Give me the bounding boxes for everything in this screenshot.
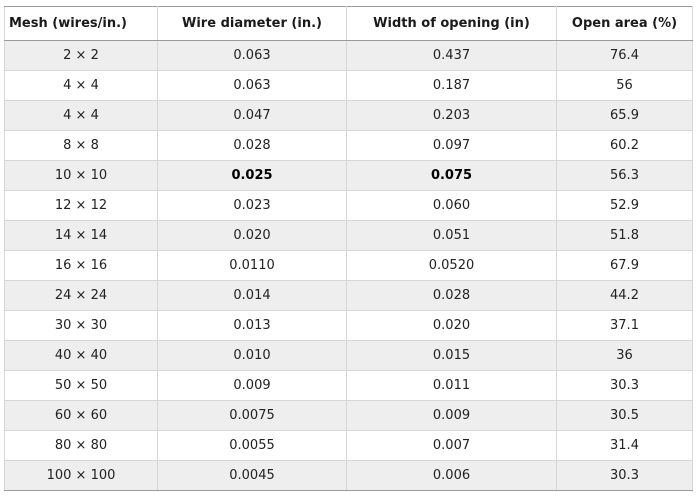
cell-open-area: 52.9 [556, 190, 693, 221]
table-row: 14 × 14 0.020 0.051 51.8 [4, 220, 693, 251]
cell-mesh: 60 × 60 [4, 400, 158, 431]
cell-opening: 0.060 [346, 190, 557, 221]
cell-mesh: 40 × 40 [4, 340, 158, 371]
cell-opening: 0.075 [346, 160, 557, 191]
cell-open-area: 37.1 [556, 310, 693, 341]
cell-open-area: 44.2 [556, 280, 693, 311]
table-row: 100 × 100 0.0045 0.006 30.3 [4, 460, 693, 491]
table-row: 30 × 30 0.013 0.020 37.1 [4, 310, 693, 341]
table-row: 16 × 16 0.0110 0.0520 67.9 [4, 250, 693, 281]
cell-wire-diameter: 0.063 [157, 70, 347, 101]
header-width-of-opening: Width of opening (in) [346, 6, 557, 41]
cell-opening: 0.007 [346, 430, 557, 461]
table-row: 24 × 24 0.014 0.028 44.2 [4, 280, 693, 311]
cell-open-area: 36 [556, 340, 693, 371]
cell-mesh: 10 × 10 [4, 160, 158, 191]
table-row: 60 × 60 0.0075 0.009 30.5 [4, 400, 693, 431]
header-row: Mesh (wires/in.) Wire diameter (in.) Wid… [4, 6, 693, 41]
header-wire-diameter: Wire diameter (in.) [157, 6, 347, 41]
cell-mesh: 2 × 2 [4, 40, 158, 71]
cell-opening: 0.0520 [346, 250, 557, 281]
cell-open-area: 67.9 [556, 250, 693, 281]
table-row-highlighted: 10 × 10 0.025 0.075 56.3 [4, 160, 693, 191]
table-row: 4 × 4 0.047 0.203 65.9 [4, 100, 693, 131]
cell-mesh: 100 × 100 [4, 460, 158, 491]
cell-open-area: 65.9 [556, 100, 693, 131]
cell-mesh: 30 × 30 [4, 310, 158, 341]
cell-open-area: 76.4 [556, 40, 693, 71]
table-row: 80 × 80 0.0055 0.007 31.4 [4, 430, 693, 461]
cell-mesh: 4 × 4 [4, 70, 158, 101]
cell-mesh: 16 × 16 [4, 250, 158, 281]
cell-wire-diameter: 0.0110 [157, 250, 347, 281]
cell-wire-diameter: 0.009 [157, 370, 347, 401]
table-row: 4 × 4 0.063 0.187 56 [4, 70, 693, 101]
cell-mesh: 80 × 80 [4, 430, 158, 461]
cell-mesh: 8 × 8 [4, 130, 158, 161]
table-row: 12 × 12 0.023 0.060 52.9 [4, 190, 693, 221]
cell-wire-diameter: 0.028 [157, 130, 347, 161]
cell-mesh: 24 × 24 [4, 280, 158, 311]
cell-opening: 0.203 [346, 100, 557, 131]
cell-open-area: 30.3 [556, 460, 693, 491]
cell-mesh: 12 × 12 [4, 190, 158, 221]
cell-opening: 0.006 [346, 460, 557, 491]
cell-open-area: 30.3 [556, 370, 693, 401]
cell-opening: 0.028 [346, 280, 557, 311]
cell-wire-diameter: 0.023 [157, 190, 347, 221]
table-row: 50 × 50 0.009 0.011 30.3 [4, 370, 693, 401]
cell-open-area: 56.3 [556, 160, 693, 191]
cell-opening: 0.020 [346, 310, 557, 341]
cell-open-area: 30.5 [556, 400, 693, 431]
cell-opening: 0.051 [346, 220, 557, 251]
table-row: 8 × 8 0.028 0.097 60.2 [4, 130, 693, 161]
cell-opening: 0.437 [346, 40, 557, 71]
cell-wire-diameter: 0.047 [157, 100, 347, 131]
cell-wire-diameter: 0.025 [157, 160, 347, 191]
header-open-area: Open area (%) [556, 6, 693, 41]
cell-wire-diameter: 0.0045 [157, 460, 347, 491]
cell-wire-diameter: 0.0075 [157, 400, 347, 431]
cell-wire-diameter: 0.013 [157, 310, 347, 341]
cell-mesh: 50 × 50 [4, 370, 158, 401]
cell-open-area: 60.2 [556, 130, 693, 161]
cell-wire-diameter: 0.010 [157, 340, 347, 371]
cell-wire-diameter: 0.020 [157, 220, 347, 251]
cell-opening: 0.097 [346, 130, 557, 161]
cell-open-area: 56 [556, 70, 693, 101]
cell-open-area: 31.4 [556, 430, 693, 461]
cell-opening: 0.009 [346, 400, 557, 431]
cell-opening: 0.015 [346, 340, 557, 371]
cell-wire-diameter: 0.014 [157, 280, 347, 311]
table-row: 40 × 40 0.010 0.015 36 [4, 340, 693, 371]
cell-opening: 0.011 [346, 370, 557, 401]
cell-open-area: 51.8 [556, 220, 693, 251]
cell-opening: 0.187 [346, 70, 557, 101]
wire-mesh-table: Mesh (wires/in.) Wire diameter (in.) Wid… [4, 6, 693, 491]
cell-wire-diameter: 0.063 [157, 40, 347, 71]
cell-wire-diameter: 0.0055 [157, 430, 347, 461]
cell-mesh: 4 × 4 [4, 100, 158, 131]
header-mesh: Mesh (wires/in.) [4, 6, 158, 41]
table-row: 2 × 2 0.063 0.437 76.4 [4, 40, 693, 71]
cell-mesh: 14 × 14 [4, 220, 158, 251]
